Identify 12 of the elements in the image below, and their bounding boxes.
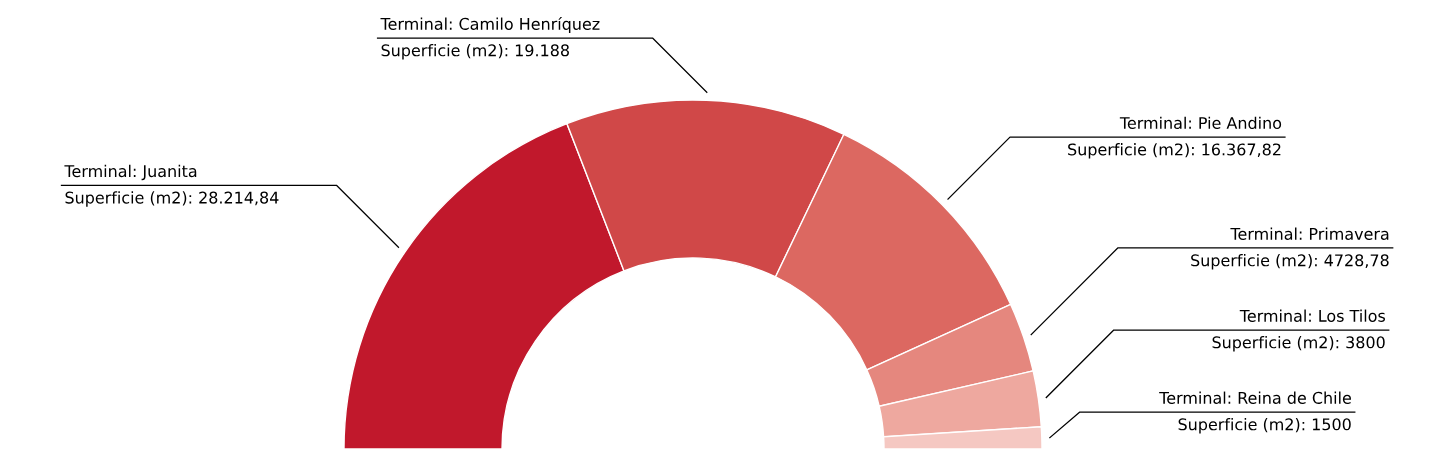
slice-label: Terminal: Primavera xyxy=(1230,227,1389,240)
slice-label: Terminal: Reina de Chile xyxy=(1159,391,1351,404)
data-label: Superficie (m2): 19.188 xyxy=(381,44,569,60)
data-label: Superficie (m2): 4728,78 xyxy=(1191,254,1389,270)
data-label: Superficie (m2): 16.367,82 xyxy=(1068,143,1281,159)
slice-label: Terminal: Pie Andino xyxy=(1119,116,1282,130)
data-label: Superficie (m2): 28.214,84 xyxy=(65,191,279,207)
data-label: Superficie (m2): 1500 xyxy=(1178,418,1351,434)
slice-label: Terminal: Juanita xyxy=(64,164,197,181)
data-label: Superficie (m2): 3800 xyxy=(1212,336,1385,352)
slice-label: Terminal: Camilo Henríquez xyxy=(380,16,600,33)
slice-label: Terminal: Los Tilos xyxy=(1239,309,1385,322)
